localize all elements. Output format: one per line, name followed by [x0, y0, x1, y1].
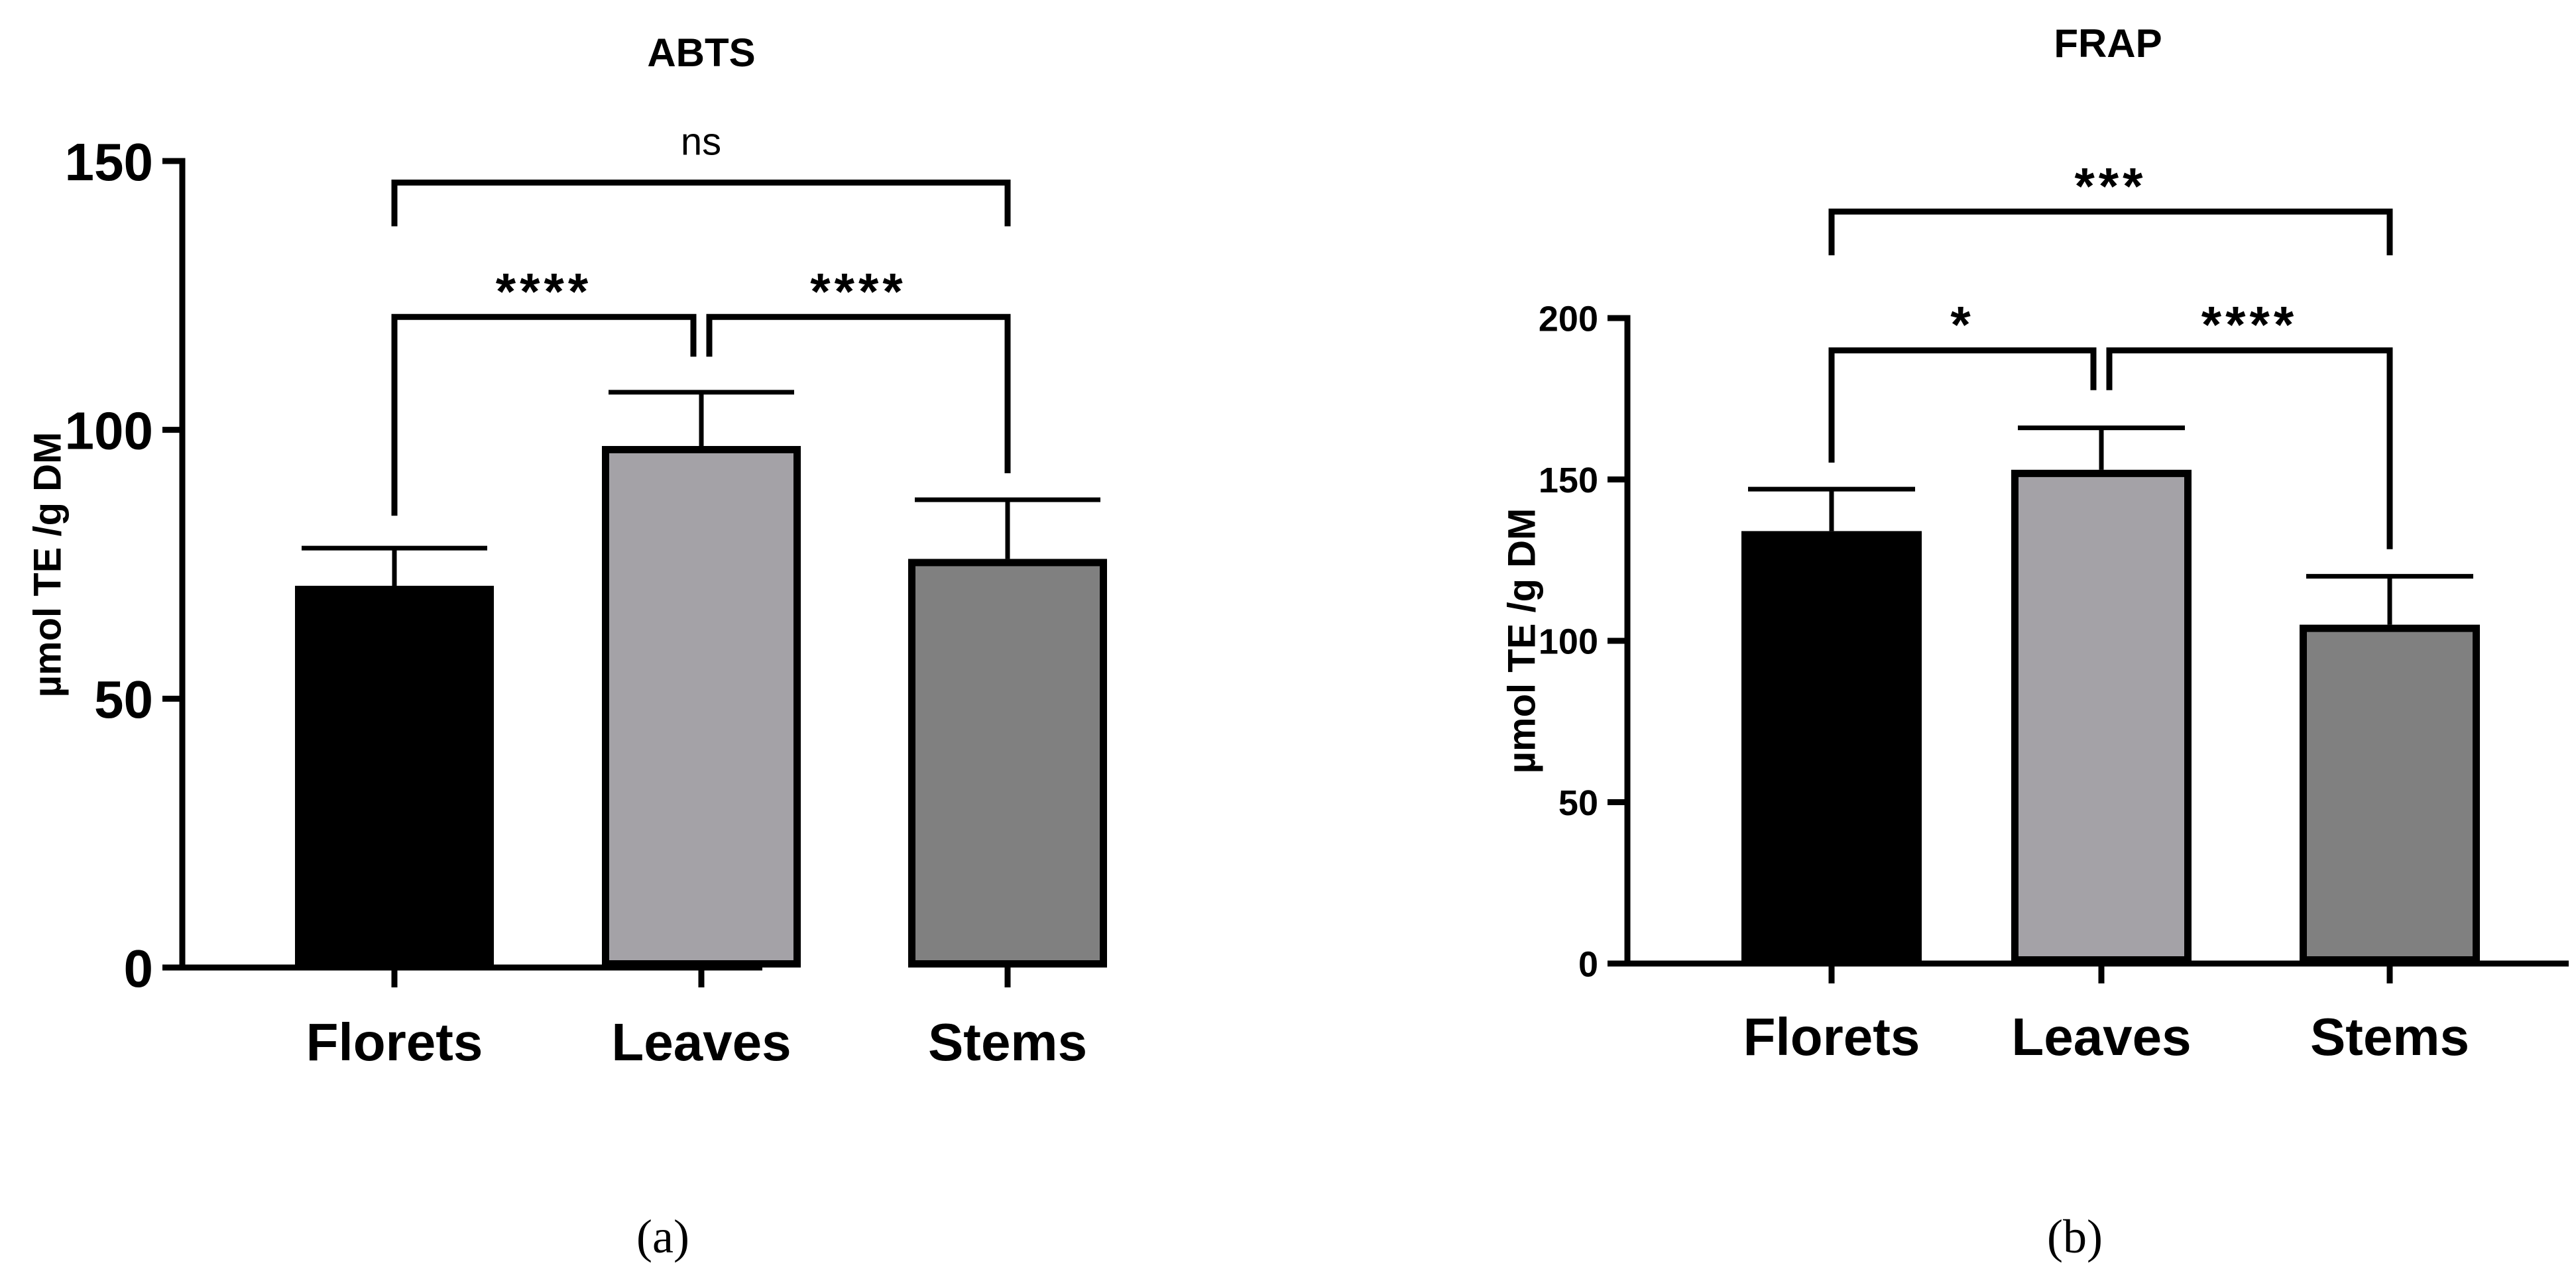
y-tick-label: 100: [65, 401, 153, 460]
x-tick-label-florets: Florets: [306, 1013, 483, 1072]
bar-leaves: [2011, 469, 2192, 964]
significance-label: ***: [2074, 156, 2146, 215]
y-axis-label: µmol TE /g DM: [1501, 508, 1544, 774]
significance-label: ****: [810, 262, 906, 320]
y-tick-label: 0: [124, 939, 154, 998]
chart-panel-b: FRAP µmol TE /g DM Florets Leaves Stems 0 50 10…: [1501, 21, 2569, 1263]
bar-leaves: [602, 446, 801, 968]
y-tick-label: 100: [1539, 622, 1598, 661]
chart-title: ABTS: [647, 30, 755, 75]
chart-title: FRAP: [2054, 21, 2162, 66]
bar-florets: [295, 585, 494, 968]
y-tick-label: 50: [1558, 783, 1598, 823]
x-tick-label-florets: Florets: [1743, 1007, 1920, 1066]
significance-label: ****: [496, 262, 592, 320]
significance-label: *: [1950, 296, 1974, 354]
significance-bracket: [706, 313, 1011, 474]
y-tick-label: 0: [1578, 944, 1598, 984]
significance-label: ns: [681, 120, 721, 163]
y-axis-label: µmol TE /g DM: [27, 432, 70, 698]
significance-bracket: [1828, 208, 2393, 256]
y-tick-label: 150: [1539, 461, 1598, 500]
x-tick-label-leaves: Leaves: [2011, 1007, 2191, 1066]
bar-florets: [1741, 531, 1922, 964]
y-tick-label: 150: [65, 133, 153, 192]
significance-bracket: [1828, 347, 2097, 463]
y-tick-label: 200: [1539, 299, 1598, 339]
bar-stems: [908, 559, 1107, 968]
bar-stems: [2300, 624, 2480, 964]
panel-label: (a): [636, 1210, 689, 1263]
x-tick-label-stems: Stems: [2310, 1007, 2469, 1066]
significance-bracket: [391, 179, 1011, 227]
x-tick-label-stems: Stems: [928, 1013, 1087, 1072]
chart-panel-a: ABTS µmol TE /g DM Florets Leaves Stems 0 50 10…: [27, 30, 1107, 1263]
y-tick-label: 50: [94, 670, 153, 729]
significance-bracket: [2106, 347, 2393, 549]
significance-label: ****: [2201, 296, 2298, 354]
panel-label: (b): [2047, 1210, 2103, 1263]
x-tick-label-leaves: Leaves: [611, 1013, 791, 1072]
significance-bracket: [391, 313, 697, 516]
